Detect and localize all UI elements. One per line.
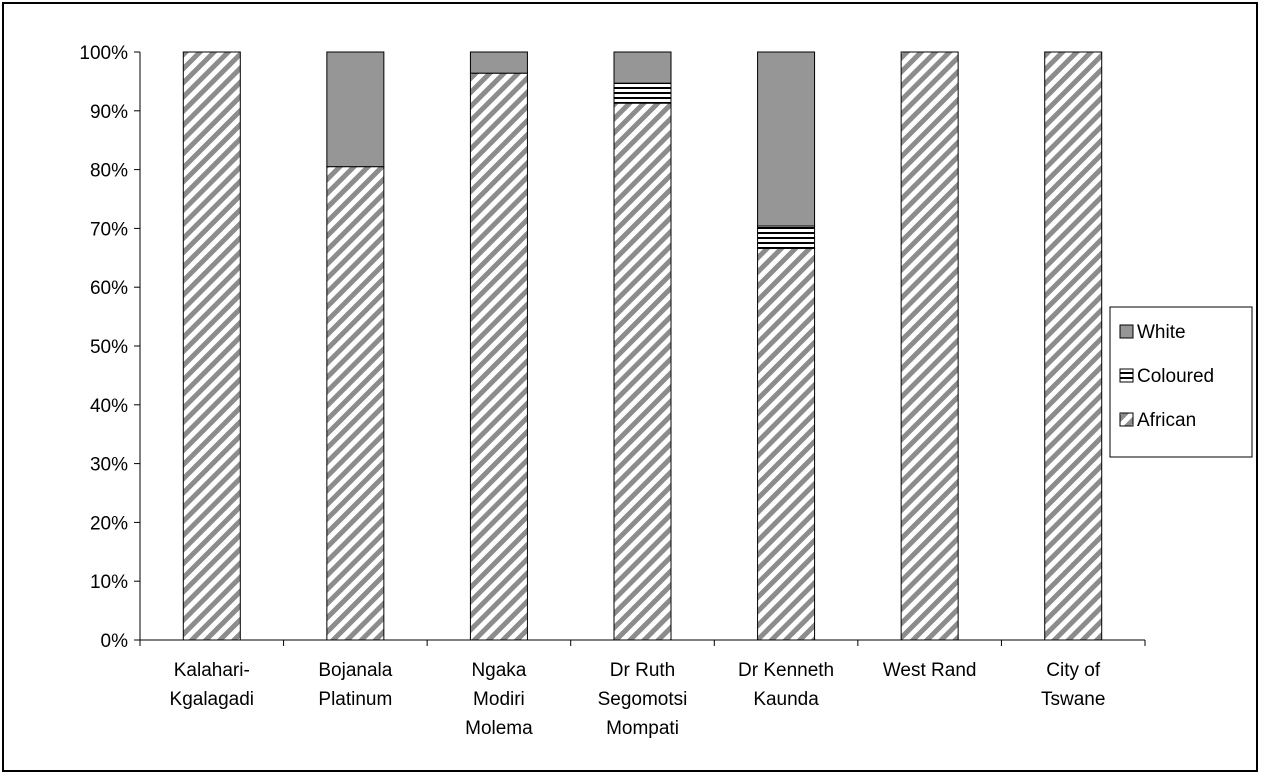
legend-label-coloured: Coloured bbox=[1137, 366, 1214, 387]
x-tick-label: Ngaka Modiri Molema bbox=[465, 660, 533, 739]
x-tick-label-line: Ngaka bbox=[471, 660, 526, 681]
y-tick-label: 50% bbox=[90, 337, 128, 358]
x-tick-label-line: Tswane bbox=[1041, 689, 1105, 710]
bar-segment-african bbox=[1044, 51, 1103, 641]
x-tick-label-line: Bojanala bbox=[318, 660, 392, 681]
bar-segment-african bbox=[326, 166, 385, 641]
x-tick-label-line: Dr Kenneth bbox=[738, 660, 834, 681]
y-tick-label: 0% bbox=[101, 631, 129, 652]
x-tick-label-line: Dr Ruth bbox=[610, 660, 675, 681]
y-tick-label: 70% bbox=[90, 219, 128, 240]
x-tick-label-line: Kalahari- bbox=[174, 660, 250, 681]
x-tick-label: Dr Ruth Segomotsi Mompati bbox=[598, 660, 688, 739]
x-tick-label: Kalahari- Kgalagadi bbox=[170, 660, 255, 710]
bar-segment-white bbox=[757, 51, 816, 227]
legend-swatch-white bbox=[1119, 324, 1134, 339]
y-tick-label: 10% bbox=[90, 572, 128, 593]
x-tick-label-line: Segomotsi bbox=[598, 689, 688, 710]
bar-segment-white bbox=[469, 51, 528, 74]
bar-segment-coloured bbox=[757, 225, 816, 249]
stacked-bar-chart: 0% 10% 20% 30% 40% 50% 60% 70% 80% 90% 100% Kalaha… bbox=[79, 43, 1253, 739]
x-tick-label-line: Mompati bbox=[606, 718, 679, 739]
x-tick-label-line: West Rand bbox=[883, 660, 977, 681]
bar-segment-african bbox=[613, 102, 672, 641]
y-tick-label: 30% bbox=[90, 455, 128, 476]
x-tick-label-line: Kgalagadi bbox=[170, 689, 255, 710]
x-tick-labels: Kalahari- Kgalagadi Bojanala Platinum Ngaka M… bbox=[170, 660, 1106, 739]
legend-swatch-african bbox=[1119, 412, 1134, 427]
legend: White Coloured African bbox=[1109, 306, 1253, 458]
legend-swatch-coloured bbox=[1119, 368, 1134, 383]
x-tick-label: City of Tswane bbox=[1041, 660, 1105, 710]
x-tick-label-line: Modiri bbox=[473, 689, 525, 710]
y-tick-label: 40% bbox=[90, 396, 128, 417]
y-tick-label: 100% bbox=[79, 43, 128, 64]
y-tick-label: 90% bbox=[90, 102, 128, 123]
legend-box bbox=[1109, 306, 1253, 458]
x-tick-label-line: City of bbox=[1046, 660, 1101, 681]
axes: 0% 10% 20% 30% 40% 50% 60% 70% 80% 90% 100% bbox=[79, 43, 1146, 652]
bar-segment-african bbox=[182, 51, 241, 641]
legend-label-african: African bbox=[1137, 410, 1196, 431]
x-tick-label-line: Molema bbox=[465, 718, 533, 739]
legend-label-white: White bbox=[1137, 322, 1186, 343]
bar-segment-coloured bbox=[613, 82, 672, 104]
bar-segment-african bbox=[757, 247, 816, 641]
bar-segment-african bbox=[900, 51, 959, 641]
bar-segment-african bbox=[469, 72, 528, 641]
bar-segment-white bbox=[326, 51, 385, 168]
bar-segment-white bbox=[613, 51, 672, 84]
y-tick-label: 60% bbox=[90, 278, 128, 299]
x-tick-label: West Rand bbox=[883, 660, 977, 681]
x-tick-label-line: Kaunda bbox=[753, 689, 819, 710]
x-tick-label-line: Platinum bbox=[318, 689, 392, 710]
x-tick-label: Dr Kenneth Kaunda bbox=[738, 660, 834, 710]
bars bbox=[182, 51, 1103, 641]
y-tick-label: 80% bbox=[90, 161, 128, 182]
x-tick-label: Bojanala Platinum bbox=[318, 660, 392, 710]
y-tick-label: 20% bbox=[90, 513, 128, 534]
